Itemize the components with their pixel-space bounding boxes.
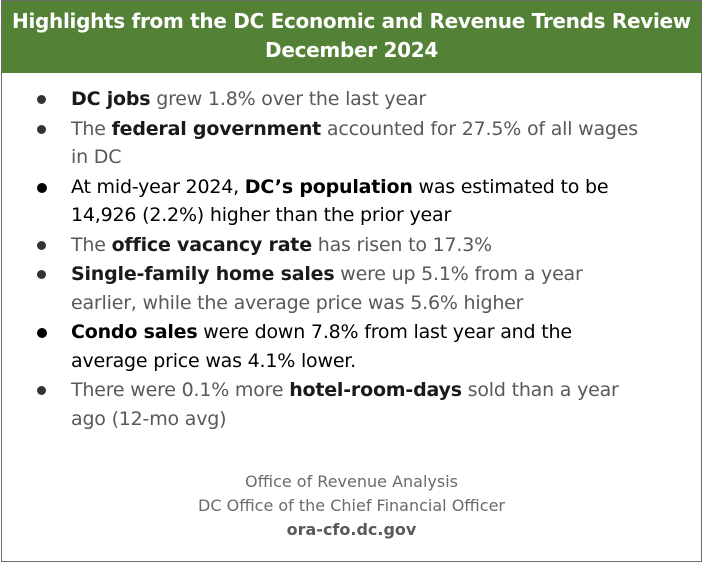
bullet-text: The xyxy=(71,233,112,256)
bullet-text: were down 7.8% from last year and the xyxy=(197,321,572,343)
bullet-text: sold than a year xyxy=(461,379,619,401)
footer-department-name: DC Office of the Chief Financial Officer xyxy=(198,496,505,515)
bullet-keyword: office vacancy rate xyxy=(111,233,313,256)
bullet-text: grew 1.8% over the last year xyxy=(150,88,427,110)
bullet-text-continued: average price was 4.1% lower. xyxy=(71,349,357,372)
bullet-text: has risen to 17.3% xyxy=(311,233,492,256)
bullet-dot-icon xyxy=(37,240,46,250)
bullet-text-continued: ago (12-mo avg) xyxy=(71,407,227,430)
list-item: Condo sales were down 7.8% from last yea… xyxy=(2,318,701,375)
bullet-dot-icon xyxy=(37,124,46,134)
bullet-text: were up 5.1% from a year xyxy=(334,263,583,285)
bullet-dot-icon xyxy=(37,328,47,338)
list-item: The federal government accounted for 27.… xyxy=(2,115,701,172)
bullet-keyword: federal government xyxy=(111,117,322,140)
bullet-keyword: Single-family home sales xyxy=(71,263,335,285)
bullet-dot-icon xyxy=(37,386,46,395)
footer: Office of Revenue Analysis DC Office of … xyxy=(2,470,701,542)
bullet-text: The xyxy=(71,117,112,140)
header-title-line1: Highlights from the DC Economic and Reve… xyxy=(12,9,691,33)
list-item: DC jobs grew 1.8% over the last year xyxy=(2,85,701,114)
bullet-dot-icon xyxy=(37,182,47,193)
list-item: Single-family home sales were up 5.1% fr… xyxy=(2,260,701,317)
highlights-list: DC jobs grew 1.8% over the last year The… xyxy=(2,85,701,434)
footer-website-link[interactable]: ora-cfo.dc.gov xyxy=(286,520,417,539)
footer-office-name: Office of Revenue Analysis xyxy=(245,472,458,491)
bullet-keyword: DC’s population xyxy=(244,175,413,198)
list-item: There were 0.1% more hotel-room-days sol… xyxy=(2,376,701,433)
bullet-text-continued: 14,926 (2.2%) higher than the prior year xyxy=(71,204,452,226)
bullet-keyword: Condo sales xyxy=(71,321,198,343)
bullet-text: There were 0.1% more xyxy=(71,379,290,401)
bullet-keyword: DC jobs xyxy=(71,88,151,110)
bullet-text-continued: in DC xyxy=(71,146,122,168)
bullet-text-continued: earlier, while the average price was 5.6… xyxy=(71,291,524,314)
list-item: At mid-year 2024, DC’s population was es… xyxy=(2,173,701,230)
list-item: The office vacancy rate has risen to 17.… xyxy=(2,231,701,260)
header-title-line2: December 2024 xyxy=(265,38,438,62)
bullet-text: At mid-year 2024, xyxy=(71,175,245,198)
bullet-dot-icon xyxy=(37,270,46,279)
bullet-dot-icon xyxy=(37,95,46,104)
header-banner: Highlights from the DC Economic and Reve… xyxy=(2,1,701,73)
bullet-text: accounted for 27.5% of all wages xyxy=(321,117,638,140)
bullet-keyword: hotel-room-days xyxy=(289,379,462,401)
bullet-text: was estimated to be xyxy=(412,175,609,198)
